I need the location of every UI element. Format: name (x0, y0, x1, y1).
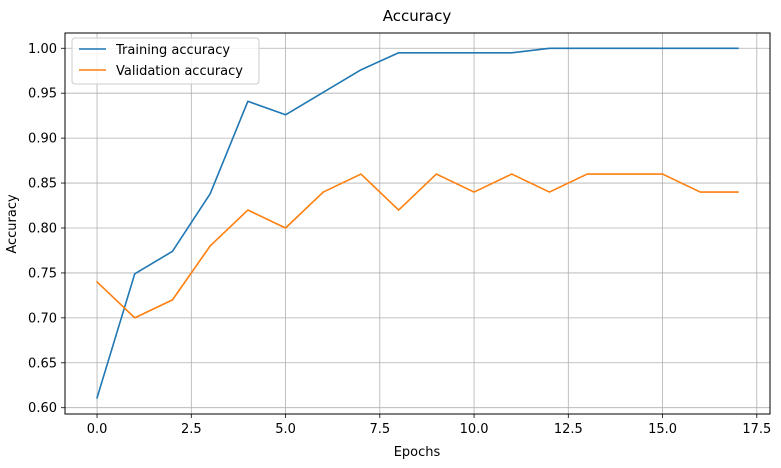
training-accuracy-line (96, 47, 739, 399)
x-tick-label: 17.5 (742, 422, 771, 437)
y-tick-label: 0.70 (28, 311, 57, 326)
x-tick-label: 10.0 (460, 422, 489, 437)
y-tick-label: 0.75 (28, 266, 57, 281)
validation-accuracy-line (95, 173, 739, 319)
y-tick-label: 0.65 (28, 356, 57, 371)
legend-label-training: Training accuracy (115, 43, 230, 58)
chart-title: Accuracy (383, 7, 452, 25)
y-tick-label: 0.80 (28, 221, 57, 236)
x-tick-label: 15.0 (648, 422, 677, 437)
y-tick-label: 0.85 (28, 177, 57, 192)
y-tick-label: 0.90 (28, 132, 57, 147)
y-tick-label: 0.60 (28, 401, 57, 416)
series-lines (95, 47, 739, 399)
axis-ticks: 0.0 2.5 5.0 7.5 10.0 12.5 15.0 17.5 0.60 0.65 0.70… (28, 42, 771, 437)
x-axis-label: Epochs (394, 445, 441, 460)
x-tick-label: 2.5 (181, 422, 202, 437)
legend-box (71, 37, 260, 85)
plot-frame (64, 32, 771, 415)
y-tick-label: 0.95 (28, 87, 57, 102)
x-tick-label: 12.5 (554, 422, 583, 437)
y-axis-label: Accuracy (5, 194, 20, 254)
x-tick-label: 0.0 (87, 422, 108, 437)
x-tick-label: 7.5 (369, 422, 390, 437)
legend: Training accuracy Validation accuracy (71, 37, 260, 85)
x-tick-label: 5.0 (275, 422, 296, 437)
grid (65, 33, 770, 414)
legend-label-validation: Validation accuracy (116, 64, 243, 79)
y-tick-label: 1.00 (28, 42, 57, 57)
